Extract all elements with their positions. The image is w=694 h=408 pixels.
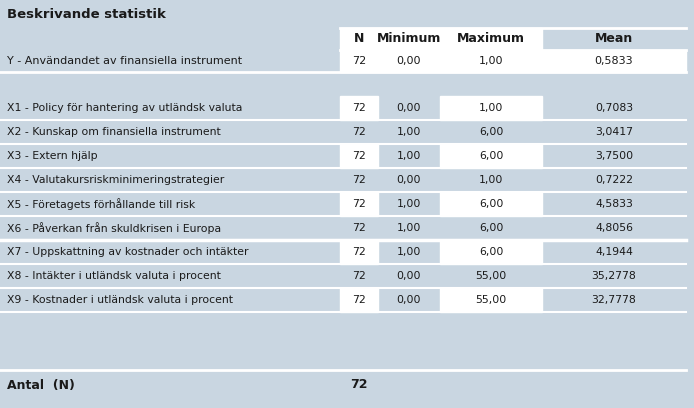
Text: Beskrivande statistik: Beskrivande statistik: [7, 8, 166, 21]
Text: N: N: [354, 33, 364, 46]
Bar: [440, 192, 542, 216]
Bar: [440, 96, 542, 120]
Text: X4 - Valutakursriskminimeringstrategier: X4 - Valutakursriskminimeringstrategier: [7, 175, 224, 185]
Text: 72: 72: [352, 175, 366, 185]
Text: X2 - Kunskap om finansiella instrument: X2 - Kunskap om finansiella instrument: [7, 127, 221, 137]
Text: 72: 72: [352, 127, 366, 137]
Text: 1,00: 1,00: [479, 175, 503, 185]
Text: 6,00: 6,00: [479, 127, 503, 137]
Text: 72: 72: [350, 379, 368, 392]
Bar: [378, 50, 440, 72]
Text: 4,1944: 4,1944: [595, 247, 633, 257]
Text: 72: 72: [352, 247, 366, 257]
Bar: [340, 240, 378, 264]
Bar: [340, 144, 378, 168]
Text: 72: 72: [352, 223, 366, 233]
Text: X6 - Påverkan från skuldkrisen i Europa: X6 - Påverkan från skuldkrisen i Europa: [7, 222, 221, 234]
Text: 0,00: 0,00: [397, 271, 421, 281]
Text: 55,00: 55,00: [475, 271, 507, 281]
Text: X7 - Uppskattning av kostnader och intäkter: X7 - Uppskattning av kostnader och intäk…: [7, 247, 248, 257]
Text: X1 - Policy för hantering av utländsk valuta: X1 - Policy för hantering av utländsk va…: [7, 103, 242, 113]
Bar: [340, 28, 378, 50]
Text: X9 - Kostnader i utländsk valuta i procent: X9 - Kostnader i utländsk valuta i proce…: [7, 295, 233, 305]
Bar: [542, 50, 686, 72]
Text: 6,00: 6,00: [479, 247, 503, 257]
Text: X3 - Extern hjälp: X3 - Extern hjälp: [7, 151, 98, 161]
Text: 72: 72: [352, 199, 366, 209]
Bar: [340, 96, 378, 120]
Text: X5 - Företagets förhållande till risk: X5 - Företagets förhållande till risk: [7, 198, 195, 210]
Bar: [440, 144, 542, 168]
Bar: [340, 192, 378, 216]
Bar: [378, 28, 440, 50]
Text: 1,00: 1,00: [397, 151, 421, 161]
Text: 72: 72: [352, 271, 366, 281]
Text: 1,00: 1,00: [479, 56, 503, 66]
Bar: [340, 50, 378, 72]
Text: 6,00: 6,00: [479, 199, 503, 209]
Text: 72: 72: [352, 295, 366, 305]
Text: 6,00: 6,00: [479, 151, 503, 161]
Text: 0,00: 0,00: [397, 175, 421, 185]
Text: 1,00: 1,00: [397, 247, 421, 257]
Text: 35,2778: 35,2778: [591, 271, 636, 281]
Bar: [440, 50, 542, 72]
Text: 32,7778: 32,7778: [591, 295, 636, 305]
Bar: [440, 28, 542, 50]
Text: 0,00: 0,00: [397, 103, 421, 113]
Text: 6,00: 6,00: [479, 223, 503, 233]
Text: 0,00: 0,00: [397, 56, 421, 66]
Text: Maximum: Maximum: [457, 33, 525, 46]
Bar: [340, 288, 378, 312]
Text: X8 - Intäkter i utländsk valuta i procent: X8 - Intäkter i utländsk valuta i procen…: [7, 271, 221, 281]
Text: 4,5833: 4,5833: [595, 199, 633, 209]
Text: 0,7222: 0,7222: [595, 175, 633, 185]
Text: 72: 72: [352, 56, 366, 66]
Text: 3,0417: 3,0417: [595, 127, 633, 137]
Text: 72: 72: [352, 103, 366, 113]
Text: 0,5833: 0,5833: [595, 56, 634, 66]
Text: 1,00: 1,00: [397, 223, 421, 233]
Text: 72: 72: [352, 151, 366, 161]
Text: Mean: Mean: [595, 33, 633, 46]
Text: 3,7500: 3,7500: [595, 151, 633, 161]
Text: 1,00: 1,00: [479, 103, 503, 113]
Text: 55,00: 55,00: [475, 295, 507, 305]
Text: Y - Användandet av finansiella instrument: Y - Användandet av finansiella instrumen…: [7, 56, 242, 66]
Text: 0,7083: 0,7083: [595, 103, 633, 113]
Bar: [440, 240, 542, 264]
Text: Antal  (N): Antal (N): [7, 379, 75, 392]
Text: 0,00: 0,00: [397, 295, 421, 305]
Text: 1,00: 1,00: [397, 199, 421, 209]
Text: Minimum: Minimum: [377, 33, 441, 46]
Bar: [440, 288, 542, 312]
Text: 1,00: 1,00: [397, 127, 421, 137]
Text: 4,8056: 4,8056: [595, 223, 633, 233]
